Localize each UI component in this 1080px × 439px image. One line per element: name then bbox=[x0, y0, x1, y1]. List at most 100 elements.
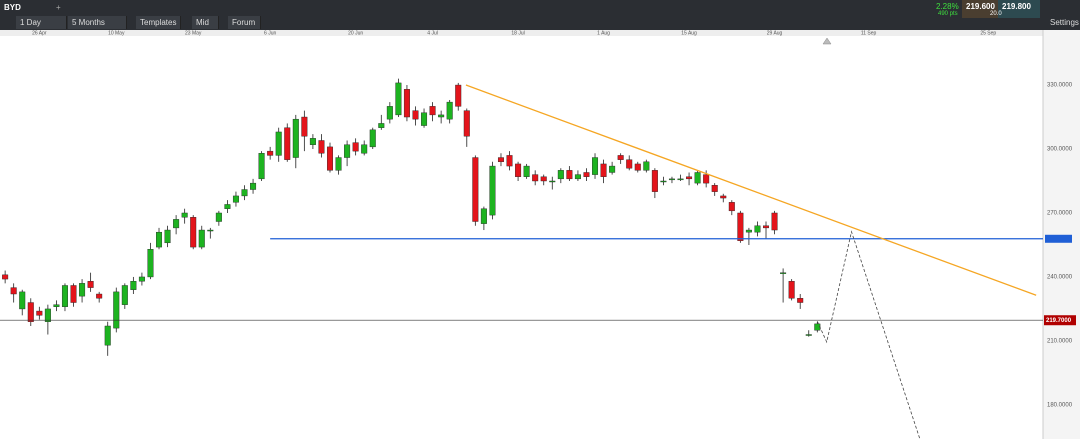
candle-body bbox=[309, 138, 316, 145]
x-tick-label: 15 Aug bbox=[681, 30, 697, 36]
candle-body bbox=[224, 204, 231, 209]
candle-body bbox=[335, 157, 342, 171]
x-tick-label: 1 Aug bbox=[597, 30, 610, 36]
candle-body bbox=[814, 323, 821, 331]
candle-body bbox=[421, 112, 428, 126]
candle-body bbox=[497, 157, 504, 163]
y-tick-label: 330.0000 bbox=[1047, 83, 1073, 89]
candle-body bbox=[574, 174, 581, 180]
candle-body bbox=[386, 106, 393, 120]
candle-body bbox=[61, 285, 68, 307]
candle-body bbox=[27, 302, 34, 322]
candle-body bbox=[489, 165, 496, 216]
y-tick-label: 210.0000 bbox=[1047, 338, 1073, 344]
candle-body bbox=[549, 180, 556, 183]
candle-body bbox=[156, 231, 163, 248]
candle-body bbox=[805, 334, 812, 336]
candle-body bbox=[617, 155, 624, 160]
x-tick-label: 4 Jul bbox=[427, 30, 438, 36]
candle-body bbox=[258, 153, 265, 180]
candle-body bbox=[70, 285, 77, 303]
candle-body bbox=[190, 217, 197, 248]
candle-body bbox=[241, 189, 248, 197]
candle-body bbox=[686, 176, 693, 180]
candle-body bbox=[104, 325, 111, 346]
candle-body bbox=[326, 146, 333, 171]
ask[interactable]: 219.800 bbox=[998, 0, 1040, 18]
candle-body bbox=[53, 304, 60, 307]
settings[interactable]: Settings bbox=[1050, 18, 1079, 27]
candle-body bbox=[250, 182, 257, 190]
candle-body bbox=[754, 225, 761, 233]
candle-body bbox=[19, 291, 26, 310]
candle-body bbox=[215, 212, 222, 222]
interval[interactable]: 1 Day bbox=[16, 16, 67, 29]
candle-body bbox=[87, 281, 94, 288]
candle-body bbox=[79, 283, 86, 297]
candle-body bbox=[737, 212, 744, 241]
candle-body bbox=[566, 170, 573, 180]
templates[interactable]: Templates bbox=[136, 16, 181, 29]
y-tick-label: 300.0000 bbox=[1047, 147, 1073, 153]
x-tick-label: 25 Sep bbox=[980, 30, 996, 36]
x-tick-label: 6 Jun bbox=[264, 30, 276, 36]
candle-body bbox=[361, 144, 368, 154]
forum[interactable]: Forum bbox=[228, 16, 261, 29]
candle-body bbox=[369, 129, 376, 148]
candle-body bbox=[2, 274, 9, 280]
candle-body bbox=[609, 165, 616, 173]
bid[interactable]: 219.600 bbox=[962, 0, 1004, 18]
candle-body bbox=[668, 178, 675, 181]
candle-body bbox=[506, 155, 513, 167]
candle-body bbox=[429, 106, 436, 116]
y-tick-label: 180.0000 bbox=[1047, 402, 1073, 408]
candle-body bbox=[138, 276, 145, 282]
candle-body bbox=[728, 202, 735, 212]
price-mode[interactable]: Mid bbox=[192, 16, 219, 29]
candle-body bbox=[711, 185, 718, 192]
candle-body bbox=[44, 308, 51, 322]
candle-body bbox=[267, 150, 274, 156]
candle-body bbox=[660, 180, 667, 183]
candle-body bbox=[788, 281, 795, 299]
candle-body bbox=[292, 118, 299, 158]
candle-body bbox=[797, 298, 804, 303]
spread: 20.0 bbox=[990, 11, 1002, 17]
candle-body bbox=[515, 163, 522, 177]
scroll-marker[interactable] bbox=[822, 37, 832, 45]
candle-body bbox=[480, 208, 487, 224]
candle-body bbox=[771, 212, 778, 231]
candle-body bbox=[463, 110, 470, 137]
y-axis-panel bbox=[1043, 30, 1080, 439]
candle-body bbox=[583, 172, 590, 177]
candle-body bbox=[677, 178, 684, 181]
candle-body bbox=[207, 229, 214, 232]
x-tick-label: 26 Apr bbox=[32, 30, 47, 36]
candle-body bbox=[455, 84, 462, 107]
candle-body bbox=[121, 285, 128, 305]
support-label-box bbox=[1045, 234, 1072, 243]
candle-body bbox=[164, 229, 171, 244]
candle-body bbox=[720, 195, 727, 199]
candle-body bbox=[745, 229, 752, 233]
symbol[interactable]: BYD bbox=[4, 3, 21, 12]
change-pct: 2.28% bbox=[936, 2, 959, 11]
candle-body bbox=[301, 116, 308, 137]
candle-body bbox=[130, 281, 137, 290]
range[interactable]: 5 Months bbox=[68, 16, 127, 29]
add-tab[interactable]: + bbox=[56, 3, 61, 12]
candle-body bbox=[643, 161, 650, 171]
candle-body bbox=[523, 165, 530, 177]
candle-body bbox=[780, 272, 787, 274]
candle-body bbox=[412, 110, 419, 120]
candle-body bbox=[113, 291, 120, 329]
candle-body bbox=[318, 140, 325, 154]
candle-body bbox=[472, 157, 479, 222]
candle-body bbox=[147, 249, 154, 278]
trend-line bbox=[465, 84, 1037, 296]
x-tick-label: 20 Jun bbox=[348, 30, 363, 36]
change-pts: 490 pts bbox=[938, 11, 958, 17]
candle-body bbox=[344, 144, 351, 158]
candle-body bbox=[763, 225, 770, 229]
